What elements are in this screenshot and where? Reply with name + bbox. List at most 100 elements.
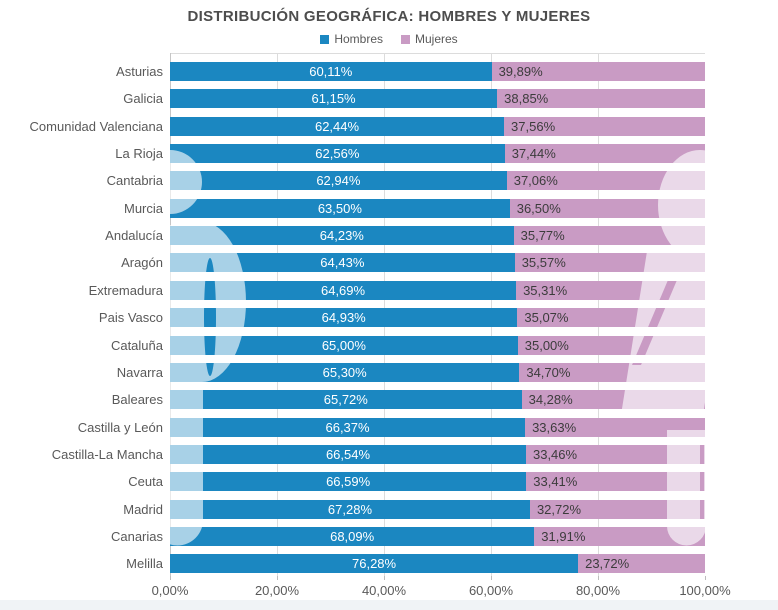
- bar-row: 68,09% 31,91%: [170, 526, 705, 546]
- legend-swatch-hombres: [320, 34, 330, 44]
- bar-row: 62,94% 37,06%: [170, 171, 705, 191]
- bar-row: 76,28% 23,72%: [170, 554, 705, 574]
- bar-value-hombres: 64,93%: [321, 310, 366, 326]
- bar-row: 65,30% 34,70%: [170, 362, 705, 382]
- bar-value-mujeres: 32,72%: [536, 501, 582, 517]
- bar-value-hombres: 62,44%: [314, 118, 360, 134]
- bar-value-hombres: 66,54%: [325, 446, 371, 462]
- legend-item-mujeres: Mujeres: [401, 32, 458, 46]
- category-label: Ceuta: [128, 474, 163, 490]
- bar-value-mujeres: 33,63%: [532, 419, 577, 435]
- bar-segment-mujeres: [497, 89, 705, 109]
- bar-value-mujeres: 37,56%: [511, 118, 556, 134]
- chart-title: DISTRIBUCIÓN GEOGRÁFICA: HOMBRES Y MUJER…: [187, 8, 591, 25]
- bar-segment-mujeres: [504, 116, 705, 136]
- bar-value-hombres: 62,56%: [315, 146, 360, 162]
- bar-row: 62,56% 37,44%: [170, 144, 705, 164]
- category-label: La Rioja: [115, 146, 163, 162]
- plot-area: 60,11% 39,89% 61,15% 38,85% 62,44% 37,56% 62,5…: [170, 53, 705, 576]
- category-label: Extremadura: [88, 282, 163, 298]
- bar-row: 65,72% 34,28%: [170, 390, 705, 410]
- category-label: Andalucía: [105, 228, 163, 244]
- category-label: Cataluña: [110, 337, 163, 353]
- category-label: Madrid: [123, 501, 163, 517]
- bar-segment-hombres: [170, 554, 579, 574]
- x-axis-tick-label: 60,00%: [468, 583, 514, 598]
- category-label: Castilla-La Mancha: [51, 446, 163, 462]
- bar-row: 64,69% 35,31%: [170, 280, 705, 300]
- bar-value-hombres: 64,23%: [319, 228, 364, 244]
- bar-segment-hombres: [170, 89, 498, 109]
- bar-segment-hombres: [170, 62, 492, 81]
- bar-value-mujeres: 34,28%: [528, 392, 573, 408]
- category-label: Aragón: [121, 255, 163, 271]
- category-labels: Asturias Galicia Comunidad Valenciana La Ri…: [0, 0, 163, 610]
- bar-row: 66,59% 33,41%: [170, 472, 705, 492]
- bar-value-hombres: 66,37%: [325, 419, 370, 435]
- legend-label-mujeres: Mujeres: [415, 32, 458, 46]
- bar-row: 64,43% 35,57%: [170, 253, 705, 273]
- bar-value-mujeres: 39,89%: [498, 64, 543, 79]
- x-axis-tick: [491, 576, 492, 580]
- chart-legend: Hombres Mujeres: [0, 31, 778, 47]
- bar-value-mujeres: 34,70%: [526, 364, 571, 380]
- category-label: Navarra: [116, 364, 163, 380]
- bar-value-hombres: 65,30%: [322, 364, 367, 380]
- bar-row: 62,44% 37,56%: [170, 116, 705, 136]
- category-label: Melilla: [126, 556, 163, 572]
- category-label: Cantabria: [106, 173, 163, 189]
- bar-value-hombres: 62,94%: [316, 173, 361, 189]
- x-axis-tick-label: 100,00%: [679, 583, 731, 598]
- bar-value-mujeres: 35,07%: [524, 310, 569, 326]
- bar-value-mujeres: 35,77%: [520, 228, 565, 244]
- bar-value-mujeres: 36,50%: [516, 200, 561, 216]
- x-axis-tick-label: 20,00%: [254, 583, 300, 598]
- bar-value-mujeres: 35,31%: [523, 282, 568, 298]
- bar-segment-mujeres: [578, 554, 705, 574]
- x-axis-tick-label: 80,00%: [575, 583, 621, 598]
- bar-value-hombres: 63,50%: [317, 200, 362, 216]
- bar-row: 66,54% 33,46%: [170, 444, 705, 464]
- legend-item-hombres: Hombres: [320, 32, 383, 46]
- bar-row: 65,00% 35,00%: [170, 335, 705, 355]
- category-label: Pais Vasco: [98, 310, 163, 326]
- bar-row: 60,11% 39,89%: [170, 62, 705, 81]
- bar-row: 66,37% 33,63%: [170, 417, 705, 437]
- bar-segment-hombres: [170, 116, 505, 136]
- x-axis-tick: [598, 576, 599, 580]
- bar-value-mujeres: 33,41%: [533, 474, 578, 490]
- bar-value-mujeres: 33,46%: [532, 446, 578, 462]
- legend-label-hombres: Hombres: [334, 32, 383, 46]
- bar-value-hombres: 65,00%: [321, 337, 366, 353]
- category-label: Castilla y León: [77, 419, 163, 435]
- x-axis-tick: [170, 576, 171, 580]
- category-label: Galicia: [123, 91, 163, 107]
- category-label: Baleares: [111, 392, 163, 408]
- bar-value-hombres: 65,72%: [323, 392, 368, 408]
- bar-value-hombres: 64,69%: [320, 282, 366, 298]
- bar-value-mujeres: 23,72%: [585, 556, 630, 572]
- x-axis-tick: [705, 576, 706, 580]
- category-label: Comunidad Valenciana: [29, 118, 163, 134]
- bar-value-mujeres: 31,91%: [541, 528, 586, 544]
- x-axis-tick-label: 40,00%: [361, 583, 407, 598]
- bar-row: 67,28% 32,72%: [170, 499, 705, 519]
- legend-swatch-mujeres: [401, 34, 410, 44]
- bar-value-mujeres: 35,00%: [524, 337, 569, 353]
- plot-top-border: [170, 53, 705, 54]
- bar-value-mujeres: 38,85%: [504, 91, 549, 107]
- bar-value-hombres: 64,43%: [320, 255, 365, 271]
- bar-value-hombres: 66,59%: [326, 474, 371, 490]
- bar-value-hombres: 68,09%: [330, 528, 375, 544]
- bar-value-hombres: 61,15%: [311, 91, 356, 107]
- bar-row: 61,15% 38,85%: [170, 89, 705, 109]
- bar-value-hombres: 76,28%: [352, 556, 397, 572]
- bar-value-mujeres: 35,57%: [521, 255, 566, 271]
- bottom-strip: [0, 600, 778, 610]
- category-label: Asturias: [116, 64, 163, 79]
- bar-value-hombres: 67,28%: [327, 501, 373, 517]
- bar-row: 64,23% 35,77%: [170, 226, 705, 246]
- bar-value-mujeres: 37,06%: [513, 173, 558, 189]
- x-axis-tick: [384, 576, 385, 580]
